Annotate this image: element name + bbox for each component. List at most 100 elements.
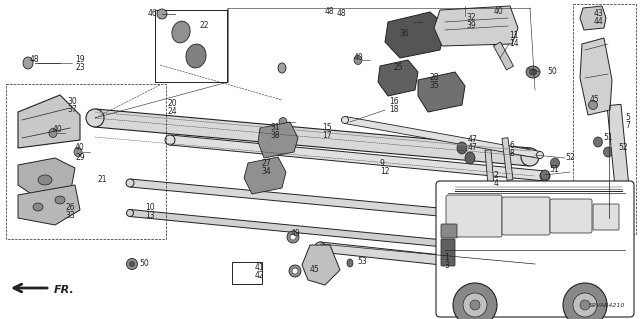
- Ellipse shape: [315, 242, 325, 252]
- Text: 48: 48: [337, 10, 347, 19]
- Text: 28: 28: [429, 72, 438, 81]
- Ellipse shape: [580, 300, 590, 310]
- Bar: [6, 84, 166, 239]
- Text: 16: 16: [389, 98, 399, 107]
- Text: 49: 49: [291, 228, 301, 238]
- Polygon shape: [485, 150, 495, 198]
- Text: 45: 45: [310, 265, 320, 275]
- Ellipse shape: [563, 283, 607, 319]
- Ellipse shape: [279, 117, 287, 127]
- Text: 51: 51: [549, 166, 559, 174]
- Ellipse shape: [287, 231, 299, 243]
- Text: 12: 12: [380, 167, 390, 175]
- Ellipse shape: [127, 258, 138, 270]
- Polygon shape: [18, 185, 80, 225]
- Ellipse shape: [406, 18, 414, 26]
- Text: FR.: FR.: [54, 285, 75, 295]
- Text: 23: 23: [75, 63, 84, 72]
- Text: 47: 47: [468, 136, 477, 145]
- Text: 18: 18: [389, 106, 399, 115]
- Ellipse shape: [465, 152, 475, 164]
- Text: 36: 36: [399, 29, 409, 39]
- Polygon shape: [302, 245, 340, 285]
- FancyBboxPatch shape: [502, 197, 550, 235]
- Ellipse shape: [38, 175, 52, 185]
- Text: 20: 20: [168, 99, 178, 108]
- Text: 53: 53: [357, 256, 367, 265]
- Text: 37: 37: [67, 106, 77, 115]
- Text: 40: 40: [75, 144, 84, 152]
- Ellipse shape: [292, 268, 298, 274]
- Text: 52: 52: [565, 153, 575, 162]
- FancyBboxPatch shape: [441, 224, 457, 238]
- Ellipse shape: [74, 147, 82, 157]
- Text: 2: 2: [494, 170, 499, 180]
- Text: 22: 22: [200, 20, 209, 29]
- Ellipse shape: [157, 9, 167, 19]
- Text: 7: 7: [625, 122, 630, 130]
- Text: 42: 42: [255, 271, 264, 280]
- Polygon shape: [385, 12, 445, 58]
- Text: 4: 4: [494, 179, 499, 188]
- Polygon shape: [258, 122, 298, 158]
- Text: 52: 52: [618, 144, 628, 152]
- Ellipse shape: [33, 203, 43, 211]
- Polygon shape: [607, 104, 632, 219]
- Ellipse shape: [550, 158, 559, 168]
- FancyBboxPatch shape: [593, 204, 619, 230]
- Text: 8: 8: [510, 149, 515, 158]
- Text: 1: 1: [444, 253, 449, 262]
- FancyBboxPatch shape: [550, 199, 592, 233]
- Text: 13: 13: [145, 211, 155, 220]
- Text: 50: 50: [547, 68, 557, 77]
- Polygon shape: [344, 116, 541, 159]
- Polygon shape: [18, 95, 80, 148]
- FancyBboxPatch shape: [446, 195, 502, 237]
- Polygon shape: [18, 158, 75, 200]
- Polygon shape: [418, 72, 465, 112]
- Text: 24: 24: [168, 107, 178, 115]
- Polygon shape: [502, 137, 513, 180]
- Ellipse shape: [172, 21, 190, 43]
- FancyBboxPatch shape: [436, 181, 634, 317]
- Ellipse shape: [290, 234, 296, 240]
- Ellipse shape: [129, 262, 134, 266]
- Polygon shape: [580, 38, 612, 115]
- Text: 48: 48: [30, 56, 40, 64]
- Text: 19: 19: [75, 56, 84, 64]
- Ellipse shape: [23, 57, 33, 69]
- Text: 46: 46: [148, 10, 157, 19]
- Text: 50: 50: [139, 258, 148, 268]
- Ellipse shape: [463, 293, 487, 317]
- Ellipse shape: [126, 179, 134, 187]
- Text: 15: 15: [322, 123, 332, 132]
- Ellipse shape: [541, 218, 549, 226]
- Text: 5: 5: [625, 114, 630, 122]
- Ellipse shape: [526, 66, 540, 78]
- Text: 45: 45: [590, 95, 600, 105]
- Ellipse shape: [186, 44, 206, 68]
- Text: 40: 40: [354, 53, 364, 62]
- Polygon shape: [493, 42, 513, 70]
- Ellipse shape: [278, 63, 286, 73]
- Ellipse shape: [49, 129, 57, 137]
- Bar: [573, 4, 636, 234]
- Ellipse shape: [486, 244, 493, 251]
- Text: 11: 11: [509, 32, 518, 41]
- Ellipse shape: [457, 142, 467, 154]
- Text: 51: 51: [603, 133, 612, 143]
- Ellipse shape: [165, 135, 175, 145]
- Text: 43: 43: [594, 9, 604, 18]
- Ellipse shape: [536, 152, 543, 159]
- Text: 35: 35: [429, 80, 439, 90]
- Polygon shape: [378, 60, 418, 96]
- Text: 47: 47: [468, 144, 477, 152]
- Text: 30: 30: [67, 98, 77, 107]
- Ellipse shape: [347, 259, 353, 267]
- Bar: [155, 10, 227, 82]
- Text: 21: 21: [97, 175, 106, 184]
- Text: 17: 17: [322, 131, 332, 140]
- Text: 31: 31: [270, 123, 280, 132]
- Text: 33: 33: [65, 211, 75, 219]
- Polygon shape: [130, 179, 545, 226]
